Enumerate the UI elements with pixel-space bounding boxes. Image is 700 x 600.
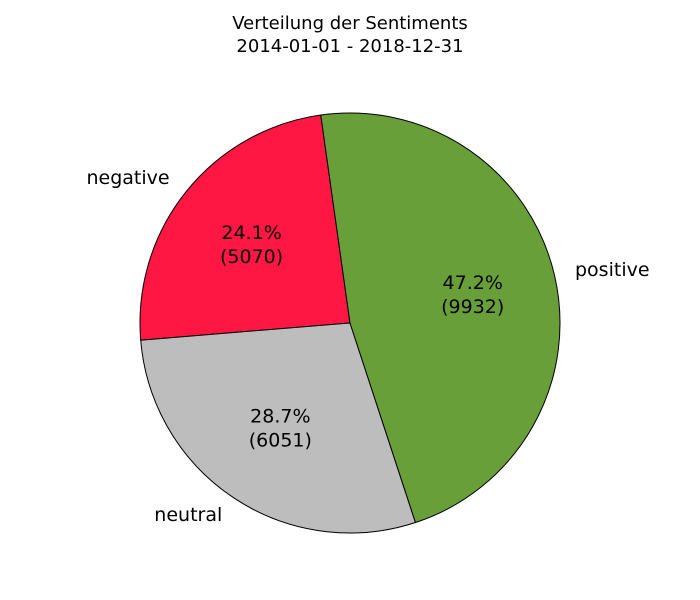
chart-subtitle: 2014-01-01 - 2018-12-31 (236, 36, 463, 57)
count-label-negative: (5070) (220, 246, 283, 268)
slice-label-positive: positive (575, 259, 650, 281)
pie-slices (139, 112, 561, 534)
percent-label-negative: 24.1% (221, 222, 281, 244)
pie-slice-neutral (140, 322, 417, 534)
slice-label-neutral: neutral (154, 504, 222, 526)
percent-label-neutral: 28.7% (250, 405, 310, 427)
chart-title: Verteilung der Sentiments (232, 13, 468, 34)
slice-label-negative: negative (86, 167, 169, 189)
pie-labels: negative 24.1%(5070) neutral 28.7%(6051) pos… (86, 167, 649, 526)
count-label-neutral: (6051) (249, 429, 312, 451)
pie-slice-positive (320, 112, 561, 524)
percent-label-positive: 47.2% (443, 272, 503, 294)
pie-slice-negative (139, 114, 351, 341)
count-label-positive: (9932) (441, 296, 504, 318)
